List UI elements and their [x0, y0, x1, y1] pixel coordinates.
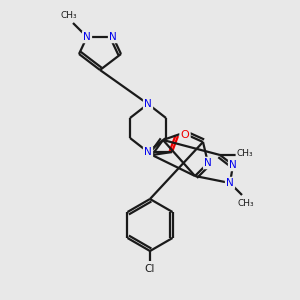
Text: O: O	[181, 130, 189, 140]
Text: CH₃: CH₃	[61, 11, 77, 20]
Text: N: N	[204, 158, 212, 168]
Text: N: N	[109, 32, 117, 42]
Text: N: N	[226, 178, 234, 188]
Text: N: N	[83, 32, 91, 42]
Text: N: N	[144, 147, 152, 157]
Text: CH₃: CH₃	[238, 199, 254, 208]
Text: N: N	[229, 160, 237, 170]
Text: N: N	[144, 99, 152, 109]
Text: Cl: Cl	[145, 264, 155, 274]
Text: CH₃: CH₃	[237, 148, 253, 158]
